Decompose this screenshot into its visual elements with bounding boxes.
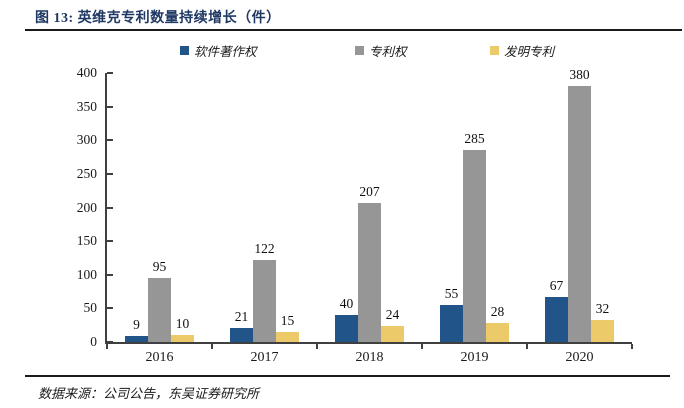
y-axis-tick [107,307,113,310]
bar-value-label: 380 [569,67,590,83]
y-axis-label: 400 [76,65,97,80]
bar-group-2020: 67 380 32 [527,67,632,342]
data-source-note: 数据来源：公司公告，东吴证券研究所 [38,386,260,401]
legend-label: 专利权 [369,45,407,59]
bar-group-2018: 40 207 24 [317,73,422,342]
y-axis-label: 200 [76,199,97,215]
bar-发明专利-2020: 32 [591,301,614,342]
x-axis-label-2016: 2016 [145,350,174,365]
y-axis-tick [107,105,113,108]
bar-软件著作权-2020: 67 [545,278,568,342]
legend-label: 软件著作权 [194,45,257,59]
bar-value-label: 15 [280,312,295,328]
bar-软件著作权-2017: 21 [230,309,253,342]
x-axis-tick [421,344,423,349]
bar-发明专利-2016: 10 [171,316,194,342]
bar-value-label: 285 [464,131,485,147]
y-axis-label: 250 [76,165,97,181]
bar-专利权-2016: 95 [148,259,171,342]
bar-value-label: 9 [133,316,140,332]
bar-发明专利-2017: 15 [276,313,299,342]
x-axis-label-2018: 2018 [355,350,384,365]
x-axis-label-2017: 2017 [250,350,279,365]
bar-专利权-2020: 380 [568,67,591,342]
legend-item-software-copyright: 软件著作权 [180,41,257,60]
bar-value-label: 32 [595,301,610,317]
bar-软件著作权-2019: 55 [440,286,463,342]
bar-发明专利-2019: 28 [486,304,509,342]
y-axis-label: 150 [76,233,97,249]
bar-value-label: 207 [359,183,380,199]
legend-item-patent-right: 专利权 [355,41,407,60]
x-axis-tick [526,344,528,349]
bar-软件著作权-2018: 40 [335,296,358,342]
y-axis-tick [107,139,113,142]
bar-专利权-2019: 285 [463,131,486,342]
y-axis-label: 350 [76,98,97,114]
y-axis-tick [107,72,113,74]
x-axis-label-2020: 2020 [565,350,594,365]
y-axis-tick [107,206,113,209]
bar-value-label: 24 [385,306,400,322]
y-axis-label: 300 [76,132,97,148]
bar-专利权-2018: 207 [358,184,381,342]
y-axis-tick [107,273,113,276]
bar-专利权-2017: 122 [253,241,276,342]
plot-area: 0 50 100 150 200 250 300 350 400 9 95 10 2016 21 122 15… [77,66,633,365]
bar-value-label: 95 [152,259,167,275]
chart-title: 图 13: 英维克专利数量持续增长（件） [35,11,281,26]
bar-group-2019: 55 285 28 [422,73,527,342]
title-divider-line [25,29,682,31]
bar-value-label: 55 [444,286,459,302]
y-axis-tick [107,240,113,243]
legend: 软件著作权 专利权 发明专利 [0,41,684,60]
bar-value-label: 21 [234,308,249,324]
y-axis-label: 100 [76,266,97,282]
bar-value-label: 28 [490,304,505,320]
x-axis-tick [211,344,213,349]
legend-swatch-gray [355,46,364,55]
bar-value-label: 67 [549,277,564,293]
legend-item-invention-patent: 发明专利 [490,41,554,60]
legend-swatch-yellow [490,46,499,55]
x-axis-tick [316,344,318,349]
x-axis-label-2019: 2019 [460,350,489,365]
x-axis-tick [631,344,633,349]
bar-value-label: 10 [175,316,190,332]
footer-divider-line [25,375,670,377]
legend-label: 发明专利 [504,45,555,59]
y-axis-tick [107,172,113,175]
y-axis-tick [107,341,113,343]
bar-group-2016: 9 95 10 [107,73,212,342]
bar-value-label: 40 [339,296,354,312]
legend-swatch-blue [180,46,189,55]
y-axis-label: 0 [90,334,97,349]
bar-group-2017: 21 122 15 [212,73,317,342]
bar-value-label: 122 [254,240,275,256]
bar-软件著作权-2016: 9 [125,317,148,342]
x-axis-tick [106,344,108,349]
y-axis-label: 50 [83,300,98,316]
bar-发明专利-2018: 24 [381,307,404,342]
